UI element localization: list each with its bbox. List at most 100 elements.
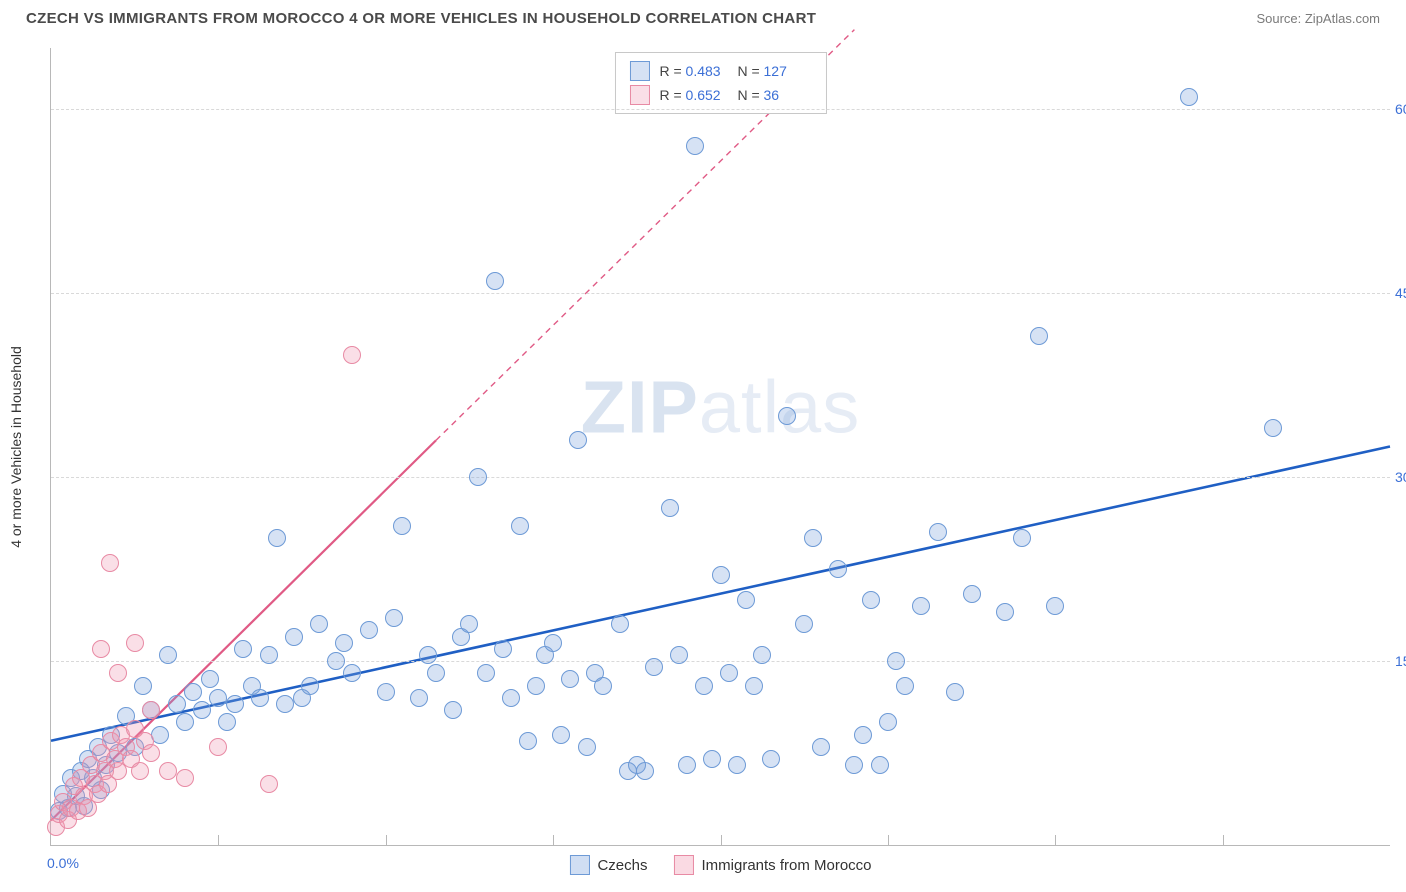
data-point — [544, 634, 562, 652]
data-point — [795, 615, 813, 633]
grid-line-h — [51, 293, 1390, 294]
data-point — [912, 597, 930, 615]
legend-stats: R = 0.483 N = 127 R = 0.652 N = 36 — [614, 52, 826, 114]
data-point — [1180, 88, 1198, 106]
data-point — [963, 585, 981, 603]
plot-area: ZIPatlas R = 0.483 N = 127 R = 0.652 N =… — [50, 48, 1390, 846]
legend-series: Czechs Immigrants from Morocco — [569, 855, 871, 875]
data-point — [168, 695, 186, 713]
data-point — [896, 677, 914, 695]
data-point — [678, 756, 696, 774]
data-point — [251, 689, 269, 707]
data-point — [611, 615, 629, 633]
data-point — [887, 652, 905, 670]
data-point — [812, 738, 830, 756]
data-point — [720, 664, 738, 682]
data-point — [511, 517, 529, 535]
legend-stats-row-2: R = 0.652 N = 36 — [629, 83, 811, 107]
x-tick — [386, 835, 387, 845]
x-tick — [1055, 835, 1056, 845]
legend-item: Czechs — [569, 855, 647, 875]
data-point — [879, 713, 897, 731]
data-point — [343, 664, 361, 682]
data-point — [176, 769, 194, 787]
data-point — [234, 640, 252, 658]
legend-stats-row-1: R = 0.483 N = 127 — [629, 59, 811, 83]
data-point — [419, 646, 437, 664]
data-point — [778, 407, 796, 425]
data-point — [636, 762, 654, 780]
data-point — [469, 468, 487, 486]
data-point — [260, 775, 278, 793]
data-point — [670, 646, 688, 664]
y-tick-label: 30.0% — [1395, 469, 1406, 485]
data-point — [410, 689, 428, 707]
chart-source: Source: ZipAtlas.com — [1256, 11, 1380, 26]
data-point — [486, 272, 504, 290]
data-point — [946, 683, 964, 701]
chart-area: 4 or more Vehicles in Household ZIPatlas… — [50, 48, 1390, 846]
data-point — [276, 695, 294, 713]
data-point — [460, 615, 478, 633]
data-point — [829, 560, 847, 578]
data-point — [561, 670, 579, 688]
data-point — [159, 646, 177, 664]
data-point — [862, 591, 880, 609]
x-tick — [218, 835, 219, 845]
grid-line-h — [51, 477, 1390, 478]
data-point — [686, 137, 704, 155]
data-point — [142, 701, 160, 719]
x-tick — [1223, 835, 1224, 845]
y-tick-label: 60.0% — [1395, 101, 1406, 117]
chart-header: CZECH VS IMMIGRANTS FROM MOROCCO 4 OR MO… — [0, 0, 1406, 35]
x-tick — [721, 835, 722, 845]
legend-swatch — [569, 855, 589, 875]
data-point — [477, 664, 495, 682]
legend-swatch-czechs — [629, 61, 649, 81]
y-axis-title: 4 or more Vehicles in Household — [8, 346, 24, 548]
data-point — [753, 646, 771, 664]
data-point — [310, 615, 328, 633]
data-point — [1013, 529, 1031, 547]
data-point — [209, 738, 227, 756]
data-point — [159, 762, 177, 780]
data-point — [184, 683, 202, 701]
x-tick — [888, 835, 889, 845]
data-point — [645, 658, 663, 676]
data-point — [218, 713, 236, 731]
data-point — [360, 621, 378, 639]
data-point — [552, 726, 570, 744]
grid-line-h — [51, 109, 1390, 110]
data-point — [871, 756, 889, 774]
data-point — [745, 677, 763, 695]
data-point — [502, 689, 520, 707]
data-point — [385, 609, 403, 627]
data-point — [131, 762, 149, 780]
x-tick — [553, 835, 554, 845]
data-point — [209, 689, 227, 707]
legend-swatch-morocco — [629, 85, 649, 105]
x-axis-min-label: 0.0% — [47, 855, 79, 871]
data-point — [728, 756, 746, 774]
data-point — [1046, 597, 1064, 615]
data-point — [126, 634, 144, 652]
data-point — [201, 670, 219, 688]
data-point — [427, 664, 445, 682]
data-point — [285, 628, 303, 646]
data-point — [996, 603, 1014, 621]
data-point — [494, 640, 512, 658]
data-point — [193, 701, 211, 719]
data-point — [845, 756, 863, 774]
data-point — [661, 499, 679, 517]
data-point — [762, 750, 780, 768]
legend-label: Czechs — [597, 857, 647, 874]
data-point — [377, 683, 395, 701]
data-point — [527, 677, 545, 695]
data-point — [301, 677, 319, 695]
data-point — [343, 346, 361, 364]
data-point — [444, 701, 462, 719]
y-tick-label: 45.0% — [1395, 285, 1406, 301]
data-point — [327, 652, 345, 670]
legend-label: Immigrants from Morocco — [701, 857, 871, 874]
data-point — [804, 529, 822, 547]
